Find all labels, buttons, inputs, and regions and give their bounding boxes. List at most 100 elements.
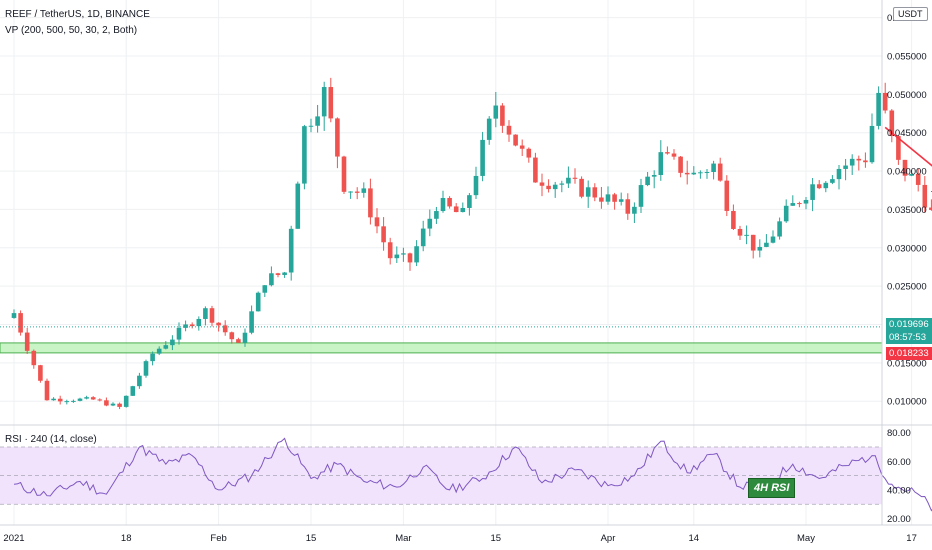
last-price-badge: 0.019696 08:57:53 bbox=[886, 318, 932, 344]
candle-body bbox=[882, 92, 888, 111]
candle-body bbox=[242, 332, 248, 343]
currency-button[interactable]: USDT bbox=[893, 7, 928, 21]
candle-body bbox=[698, 172, 703, 174]
candle-body bbox=[11, 313, 17, 318]
candle-body bbox=[770, 236, 776, 243]
candle-body bbox=[539, 182, 545, 186]
time-tick-label: May bbox=[797, 533, 815, 544]
rsi-pane bbox=[0, 424, 932, 512]
candle-body bbox=[750, 234, 756, 251]
rsi-tick-label: 80.00 bbox=[887, 428, 911, 439]
price-tick-label: 0.035000 bbox=[887, 205, 927, 216]
symbol-title: REEF / TetherUS, 1D, BINANCE bbox=[5, 9, 150, 20]
grid-lines bbox=[0, 0, 913, 525]
candle-body bbox=[368, 188, 373, 218]
candle-body bbox=[467, 195, 472, 208]
candle-body bbox=[97, 399, 103, 401]
candle-body bbox=[863, 160, 868, 163]
candle-body bbox=[302, 126, 307, 184]
candle-body bbox=[262, 285, 268, 293]
candle-body bbox=[651, 175, 657, 177]
candle-body bbox=[830, 179, 835, 183]
candle-body bbox=[533, 157, 538, 183]
candle-body bbox=[434, 211, 439, 219]
candle-body bbox=[38, 365, 43, 381]
rsi-title: RSI · 240 (14, close) bbox=[5, 434, 97, 445]
candle-body bbox=[572, 177, 578, 179]
candle-body bbox=[57, 398, 63, 402]
price-tick-label: 0.010000 bbox=[887, 397, 927, 408]
candle-body bbox=[546, 185, 551, 190]
candle-body bbox=[849, 158, 855, 166]
candle-body bbox=[427, 218, 433, 229]
candle-body bbox=[658, 152, 664, 176]
candle-body bbox=[51, 398, 56, 401]
candle-body bbox=[163, 345, 169, 349]
candle-body bbox=[777, 221, 782, 237]
candle-body bbox=[486, 118, 492, 140]
candle-body bbox=[480, 139, 485, 176]
candle-body bbox=[189, 324, 195, 327]
candle-body bbox=[585, 187, 591, 197]
candle-body bbox=[335, 118, 340, 157]
candle-body bbox=[856, 158, 862, 161]
candle-body bbox=[896, 136, 901, 160]
candle-body bbox=[255, 292, 261, 312]
candle-body bbox=[361, 188, 367, 193]
candle-body bbox=[308, 125, 314, 127]
candle-body bbox=[176, 327, 182, 340]
candle-body bbox=[315, 116, 320, 126]
candle-body bbox=[678, 156, 683, 173]
time-tick-label: Mar bbox=[395, 533, 411, 544]
support-zone-box bbox=[0, 342, 883, 354]
candle-body bbox=[196, 318, 202, 327]
price-tick-label: 0.030000 bbox=[887, 243, 927, 254]
candle-body bbox=[711, 163, 716, 172]
time-tick-label: Apr bbox=[601, 533, 616, 544]
candle-body bbox=[552, 184, 558, 190]
time-tick-label: Feb bbox=[210, 533, 226, 544]
candle-body bbox=[295, 183, 301, 229]
candle-body bbox=[724, 180, 730, 211]
time-axis[interactable]: 202118Feb15Mar15Apr14May17Jun14Jul19 bbox=[0, 524, 932, 544]
candle-body bbox=[77, 398, 83, 401]
bar-countdown: 08:57:53 bbox=[889, 332, 926, 343]
candle-body bbox=[876, 92, 881, 126]
candle-body bbox=[836, 168, 842, 180]
candle-body bbox=[579, 178, 584, 197]
rsi-tick-label: 40.00 bbox=[887, 485, 911, 496]
candle-body bbox=[84, 397, 89, 399]
candle-body bbox=[447, 197, 452, 207]
candle-body bbox=[453, 206, 459, 213]
candle-body bbox=[407, 253, 413, 263]
candle-body bbox=[592, 187, 598, 198]
candle-body bbox=[869, 125, 875, 163]
candle-body bbox=[605, 194, 611, 202]
candle-body bbox=[216, 322, 221, 326]
candle-body bbox=[31, 350, 37, 366]
candle-body bbox=[915, 173, 921, 185]
rsi-tick-label: 20.00 bbox=[887, 514, 911, 525]
rsi-note-box: 4H RSI bbox=[748, 478, 796, 498]
candle-body bbox=[420, 228, 426, 247]
candle-body bbox=[691, 172, 697, 175]
candle-body bbox=[645, 176, 650, 186]
candle-body bbox=[599, 197, 604, 202]
candle-body bbox=[757, 246, 763, 251]
candle-body bbox=[229, 332, 235, 340]
candle-body bbox=[790, 203, 796, 206]
candle-body bbox=[341, 156, 347, 192]
candle-body bbox=[493, 105, 499, 119]
candle-body bbox=[717, 163, 723, 181]
support-price-badge: 0.018233 bbox=[886, 347, 932, 360]
candle-body bbox=[625, 199, 631, 214]
candle-body bbox=[249, 311, 254, 333]
candle-body bbox=[401, 253, 406, 255]
candle-body bbox=[170, 339, 175, 346]
candle-body bbox=[500, 105, 505, 126]
last-price-value: 0.019696 bbox=[889, 319, 929, 330]
candle-body bbox=[506, 125, 512, 135]
candle-body bbox=[44, 380, 50, 401]
candle-body bbox=[123, 395, 129, 407]
